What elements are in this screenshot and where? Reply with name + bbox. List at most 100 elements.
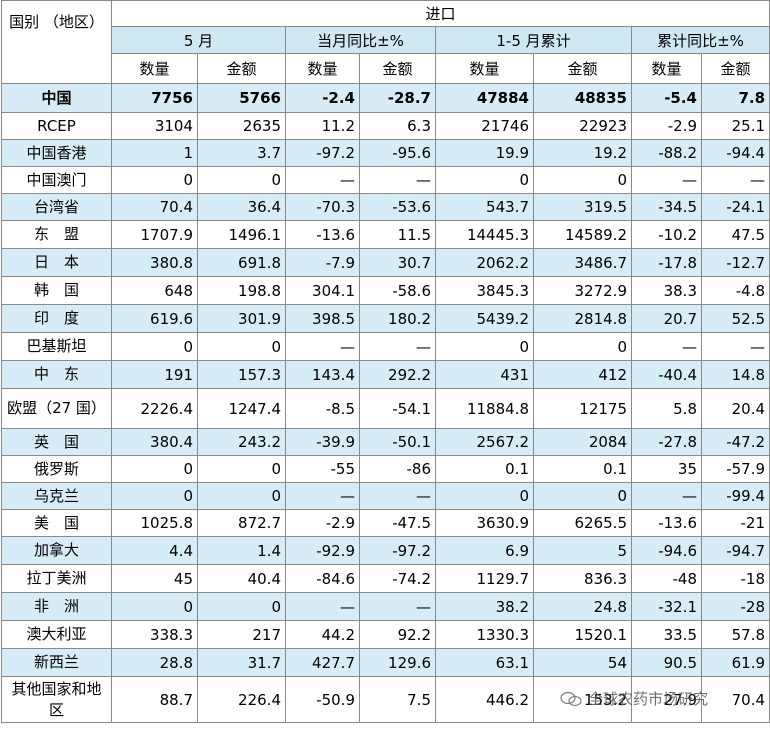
cell-value: 0 — [435, 482, 534, 510]
cell-value: 20.4 — [700, 388, 770, 429]
col-amount: 金额 — [359, 53, 436, 84]
cell-value: 12175 — [533, 388, 632, 429]
cell-value: 0.1 — [435, 455, 534, 483]
cell-value: 292.2 — [359, 360, 436, 389]
cell-value: — — [359, 166, 436, 194]
table-row: 澳大利亚 338.3 217 44.2 92.2 1330.3 1520.1 33.5 57.8 — [1, 620, 770, 649]
header-cumulative: 1-5 月累计 — [435, 26, 632, 54]
cell-value: 90.5 — [631, 648, 702, 677]
table-row: 欧盟（27 国） 2226.4 1247.4 -8.5 -54.1 11884.8 1217… — [1, 388, 770, 429]
cell-value: 304.1 — [285, 276, 360, 305]
table-row: 印 度 619.6 301.9 398.5 180.2 5439.2 2814.8 20.7 5… — [1, 304, 770, 333]
row-country: 乌克兰 — [1, 482, 112, 510]
cell-value: 25.1 — [700, 112, 770, 140]
row-country: 非 洲 — [1, 592, 112, 621]
cell-value: 44.2 — [285, 620, 360, 649]
cell-value: -99.4 — [700, 482, 770, 510]
cell-value: -2.4 — [285, 83, 360, 113]
cell-value: 14.8 — [700, 360, 770, 389]
cell-value: 3272.9 — [533, 276, 632, 305]
cell-value: 543.7 — [435, 193, 534, 221]
cell-value: -94.4 — [700, 139, 770, 167]
table-row: 乌克兰 0 0— —0 0— -99.4 — [1, 482, 770, 510]
cell-value: 7.8 — [700, 83, 770, 113]
cell-value: -50.1 — [359, 428, 436, 456]
cell-value: 70.4 — [111, 193, 198, 221]
row-country: 英 国 — [1, 428, 112, 456]
cell-value: 153.2 — [533, 676, 632, 723]
cell-value: 217 — [197, 620, 286, 649]
cell-value: 14445.3 — [435, 220, 534, 249]
cell-value: — — [285, 482, 360, 510]
cell-value: 92.2 — [359, 620, 436, 649]
cell-value: 0 — [111, 166, 198, 194]
cell-value: 3630.9 — [435, 509, 534, 537]
row-country: 韩 国 — [1, 276, 112, 305]
cell-value: -39.9 — [285, 428, 360, 456]
cell-value: -47.2 — [700, 428, 770, 456]
cell-value: 0.1 — [533, 455, 632, 483]
cell-value: 3486.7 — [533, 248, 632, 277]
cell-value: 14589.2 — [533, 220, 632, 249]
cell-value: -58.6 — [359, 276, 436, 305]
row-country: 拉丁美洲 — [1, 564, 112, 593]
cell-value: 30.7 — [359, 248, 436, 277]
row-country: 欧盟（27 国） — [1, 388, 112, 429]
cell-value: — — [359, 332, 436, 361]
cell-value: 427.7 — [285, 648, 360, 677]
col-amount: 金额 — [197, 53, 286, 84]
cell-value: 11.5 — [359, 220, 436, 249]
cell-value: 3104 — [111, 112, 198, 140]
cell-value: 5439.2 — [435, 304, 534, 333]
cell-value: -53.6 — [359, 193, 436, 221]
cell-value: -18 — [700, 564, 770, 593]
cell-value: -34.5 — [631, 193, 702, 221]
cell-value: 180.2 — [359, 304, 436, 333]
table-row: 日 本 380.8 691.8 -7.9 30.7 2062.2 3486.7 -17.8 -1… — [1, 248, 770, 277]
row-country: 美 国 — [1, 509, 112, 537]
row-country: 中国澳门 — [1, 166, 112, 194]
cell-value: 0 — [111, 455, 198, 483]
cell-value: 836.3 — [533, 564, 632, 593]
col-amount: 金额 — [700, 53, 770, 84]
wechat-icon — [560, 691, 582, 706]
table-row: 拉丁美洲 45 40.4 -84.6 -74.2 1129.7 836.3 -48 -18 — [1, 564, 770, 593]
cell-value: 648 — [111, 276, 198, 305]
cell-value: 0 — [197, 455, 286, 483]
header-month-yoy: 当月同比±% — [285, 26, 436, 54]
cell-value: -28.7 — [359, 83, 436, 113]
table-row: 俄罗斯 0 0 -55 -86 0.1 0.1 35 -57.9 — [1, 455, 770, 483]
cell-value: -95.6 — [359, 139, 436, 167]
row-country: 新西兰 — [1, 648, 112, 677]
cell-value: 1129.7 — [435, 564, 534, 593]
cell-value: -84.6 — [285, 564, 360, 593]
col-quantity: 数量 — [631, 53, 702, 84]
cell-value: 691.8 — [197, 248, 286, 277]
cell-value: 619.6 — [111, 304, 198, 333]
cell-value: 11.2 — [285, 112, 360, 140]
cell-value: 129.6 — [359, 648, 436, 677]
cell-value: 198.8 — [197, 276, 286, 305]
cell-value: 431 — [435, 360, 534, 389]
cell-value: 412 — [533, 360, 632, 389]
cell-value: 52.5 — [700, 304, 770, 333]
cell-value: 24.8 — [533, 592, 632, 621]
cell-value: 19.9 — [435, 139, 534, 167]
cell-value: -28 — [700, 592, 770, 621]
cell-value: — — [631, 332, 702, 361]
row-country: 中国 — [1, 83, 112, 113]
cell-value: 0 — [533, 166, 632, 194]
cell-value: 70.4 — [700, 676, 770, 723]
cell-value: -8.5 — [285, 388, 360, 429]
cell-value: 157.3 — [197, 360, 286, 389]
cell-value: 20.7 — [631, 304, 702, 333]
cell-value: 6.3 — [359, 112, 436, 140]
cell-value: 1330.3 — [435, 620, 534, 649]
cell-value: 2814.8 — [533, 304, 632, 333]
watermark-text: 全球农药市场研究 — [588, 690, 709, 708]
table-row: 东 盟 1707.9 1496.1 -13.6 11.5 14445.3 14589.2 -1… — [1, 220, 770, 249]
cell-value: -2.9 — [285, 509, 360, 537]
table-row: 非 洲 0 0— —38.2 24.8 -32.1 -28 — [1, 592, 770, 621]
cell-value: 21746 — [435, 112, 534, 140]
cell-value: 380.4 — [111, 428, 198, 456]
